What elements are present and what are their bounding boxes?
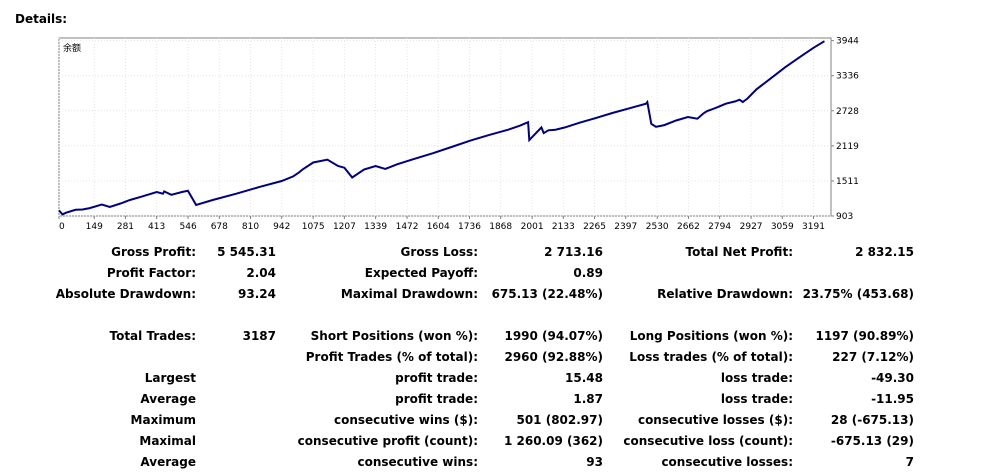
y-tick-label: 2119 <box>836 142 859 152</box>
x-tick-label: 149 <box>86 222 103 232</box>
x-tick-label: 413 <box>148 222 165 232</box>
average-label: Average <box>140 392 196 406</box>
y-tick-label: 3944 <box>836 37 859 47</box>
balance-series-line <box>58 40 825 216</box>
largest-label: Largest <box>144 371 196 385</box>
x-tick-label: 3191 <box>802 222 825 232</box>
average-consecutive-label: Average <box>140 455 196 469</box>
max-consecutive-losses-label: consecutive losses ($): <box>637 413 793 427</box>
loss-trades-label: Loss trades (% of total): <box>629 350 793 364</box>
y-tick-label: 3336 <box>836 72 859 82</box>
x-tick-label: 678 <box>211 222 228 232</box>
maximal-drawdown-value: 675.13 (22.48%) <box>491 287 603 301</box>
max-consecutive-losses-value: 28 (-675.13) <box>830 413 914 427</box>
x-tick-label: 1868 <box>489 222 512 232</box>
average-loss-trade-value: -11.95 <box>871 392 914 406</box>
gross-profit-value: 5 545.31 <box>217 245 276 259</box>
x-tick-label: 2133 <box>552 222 575 232</box>
x-tick-label: 1207 <box>333 222 356 232</box>
x-tick-label: 2001 <box>521 222 544 232</box>
largest-loss-trade-value: -49.30 <box>871 371 914 385</box>
average-profit-trade-value: 1.87 <box>573 392 603 406</box>
y-tick-label: 903 <box>836 212 853 222</box>
profit-factor-value: 2.04 <box>246 266 276 280</box>
average-consecutive-losses-label: consecutive losses: <box>661 455 793 469</box>
average-consecutive-wins-value: 93 <box>586 455 603 469</box>
x-tick-label: 1472 <box>396 222 419 232</box>
x-tick-label: 810 <box>242 222 259 232</box>
average-consecutive-wins-label: consecutive wins: <box>357 455 478 469</box>
x-tick-label: 1075 <box>302 222 325 232</box>
total-net-profit-value: 2 832.15 <box>855 245 914 259</box>
maximal-consecutive-profit-label: consecutive profit (count): <box>297 434 478 448</box>
y-tick-label: 1511 <box>836 177 859 187</box>
loss-trades-value: 227 (7.12%) <box>832 350 914 364</box>
expected-payoff-label: Expected Payoff: <box>364 266 478 280</box>
chart-plot-area <box>58 37 832 217</box>
gross-loss-value: 2 713.16 <box>544 245 603 259</box>
x-tick-label: 942 <box>273 222 290 232</box>
average-profit-trade-label: profit trade: <box>395 392 478 406</box>
x-tick-label: 281 <box>117 222 134 232</box>
absolute-drawdown-value: 93.24 <box>238 287 276 301</box>
largest-profit-trade-value: 15.48 <box>565 371 603 385</box>
maximal-consecutive-loss-value: -675.13 (29) <box>830 434 914 448</box>
x-tick-label: 2662 <box>677 222 700 232</box>
x-tick-label: 2927 <box>740 222 763 232</box>
maximum-label: Maximum <box>130 413 196 427</box>
x-tick-label: 1339 <box>364 222 387 232</box>
relative-drawdown-value: 23.75% (453.68) <box>802 287 914 301</box>
gross-loss-label: Gross Loss: <box>400 245 478 259</box>
max-consecutive-wins-label: consecutive wins ($): <box>333 413 478 427</box>
x-tick-label: 546 <box>180 222 197 232</box>
short-positions-label: Short Positions (won %): <box>310 329 478 343</box>
x-tick-label: 2794 <box>708 222 731 232</box>
x-tick-label: 2397 <box>614 222 637 232</box>
balance-chart: 0 149 281 413 546 678 810 942 1075 1207 1339 1472 16… <box>58 37 859 232</box>
chart-title: 余额 <box>63 42 81 54</box>
details-title: Details: <box>15 12 68 26</box>
max-consecutive-wins-value: 501 (802.97) <box>516 413 603 427</box>
x-tick-label: 1604 <box>427 222 450 232</box>
total-trades-value: 3187 <box>242 329 276 343</box>
total-trades-label: Total Trades: <box>109 329 196 343</box>
profit-factor-label: Profit Factor: <box>106 266 196 280</box>
y-tick-label: 2728 <box>836 107 859 117</box>
long-positions-label: Long Positions (won %): <box>629 329 793 343</box>
maximal-drawdown-label: Maximal Drawdown: <box>340 287 478 301</box>
relative-drawdown-label: Relative Drawdown: <box>657 287 793 301</box>
profit-trades-value: 2960 (92.88%) <box>504 350 603 364</box>
maximal-consecutive-loss-label: consecutive loss (count): <box>623 434 793 448</box>
x-tick-label: 2265 <box>583 222 606 232</box>
x-tick-label: 2530 <box>646 222 669 232</box>
total-net-profit-label: Total Net Profit: <box>685 245 793 259</box>
average-consecutive-losses-value: 7 <box>905 455 914 469</box>
x-tick-label: 3059 <box>771 222 794 232</box>
maximal-consecutive-profit-value: 1 260.09 (362) <box>503 434 603 448</box>
absolute-drawdown-label: Absolute Drawdown: <box>55 287 196 301</box>
long-positions-value: 1197 (90.89%) <box>815 329 914 343</box>
x-tick-label: 1736 <box>458 222 481 232</box>
largest-loss-trade-label: loss trade: <box>720 371 793 385</box>
profit-trades-label: Profit Trades (% of total): <box>305 350 478 364</box>
expected-payoff-value: 0.89 <box>573 266 603 280</box>
short-positions-value: 1990 (94.07%) <box>504 329 603 343</box>
y-axis-ticks: 903 1511 2119 2728 3336 3944 <box>831 37 859 222</box>
maximal-label: Maximal <box>139 434 196 448</box>
x-axis-ticks: 0 149 281 413 546 678 810 942 1075 1207 1339 1472 16… <box>58 216 825 232</box>
gross-profit-label: Gross Profit: <box>111 245 196 259</box>
largest-profit-trade-label: profit trade: <box>395 371 478 385</box>
x-tick-label: 0 <box>59 222 65 232</box>
average-loss-trade-label: loss trade: <box>720 392 793 406</box>
